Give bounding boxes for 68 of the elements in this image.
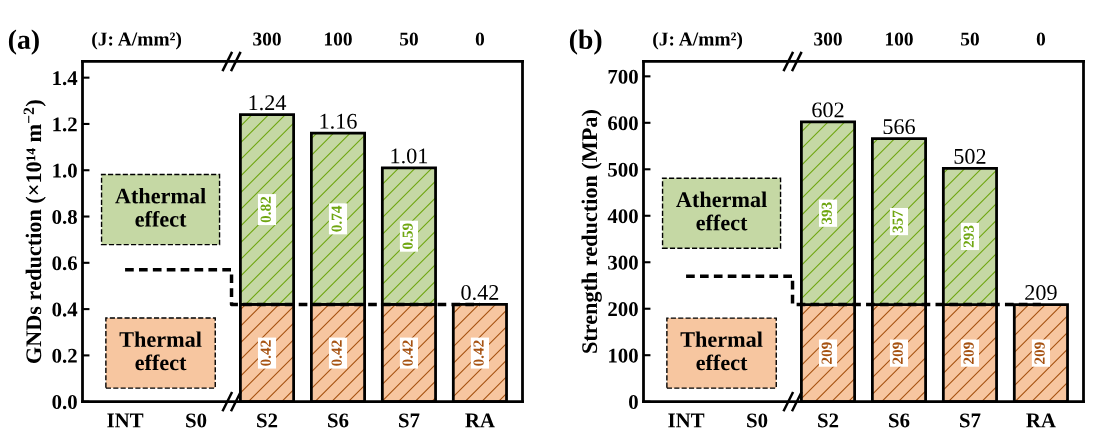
- data-label: 0.74: [331, 205, 342, 232]
- total-label: 502: [954, 148, 986, 164]
- total-label: 1.24: [249, 95, 287, 111]
- text: 100: [885, 32, 913, 46]
- x-tick-label: RA: [465, 413, 495, 428]
- data-label: 357: [892, 210, 903, 233]
- y-tick-label: 200: [608, 302, 638, 317]
- series-label: Thermal effect: [119, 331, 202, 371]
- data-label: 0.42: [402, 340, 413, 366]
- y-tick-label: 600: [608, 116, 638, 131]
- x-tick-label: INT: [668, 413, 705, 428]
- x-tick-label: S2: [818, 413, 839, 428]
- x-tick-label: S0: [747, 413, 768, 428]
- y-tick-label: 0.0: [52, 395, 77, 410]
- data-label: 209: [1034, 342, 1045, 364]
- y-axis-title: Strength reduction (MPa): [581, 110, 602, 353]
- series-label: Thermal effect: [680, 331, 763, 371]
- data-label: 0.42: [260, 340, 271, 366]
- total-label: 1.01: [391, 148, 428, 164]
- total-label: 602: [812, 102, 844, 118]
- y-tick-label: 300: [608, 255, 638, 270]
- series-label: Athermal effect: [676, 191, 767, 231]
- y-tick-label: 0.2: [52, 348, 77, 363]
- y-tick-label: 400: [607, 209, 638, 224]
- y-tick-label: 0.4: [52, 302, 78, 317]
- series-label: Athermal effect: [115, 187, 206, 227]
- x-tick-label: S6: [889, 413, 910, 428]
- text: 50: [400, 32, 418, 46]
- text: 100: [324, 32, 352, 46]
- total-label: 209: [1025, 285, 1057, 301]
- y-axis-title: GNDs reduction (×10¹⁴ m$^{−2}$): [23, 100, 46, 364]
- data-label: 209: [821, 342, 832, 364]
- data-label: 209: [892, 342, 903, 364]
- text: (J: A/mm²): [92, 31, 182, 50]
- data-label: 0.42: [331, 340, 342, 366]
- text: 300: [814, 32, 842, 46]
- y-tick-label: 0.6: [52, 256, 78, 271]
- x-tick-label: S7: [960, 413, 981, 428]
- total-label: 0.42: [461, 284, 499, 301]
- data-label: 209: [963, 342, 974, 364]
- x-tick-label: INT: [107, 413, 144, 428]
- y-tick-label: 1.0: [53, 163, 77, 178]
- total-label: 1.16: [320, 113, 357, 129]
- text: 50: [961, 32, 979, 46]
- data-label: 293: [963, 225, 974, 248]
- data-label: 0.59: [402, 223, 413, 249]
- data-label: 0.82: [260, 196, 271, 223]
- text: 0: [1036, 32, 1046, 46]
- y-tick-label: 0.8: [52, 209, 77, 225]
- y-tick-label: 700: [608, 69, 638, 84]
- chart-title: (a): [8, 29, 39, 55]
- x-tick-label: S7: [399, 413, 420, 428]
- data-label: 393: [821, 202, 832, 225]
- x-tick-label: RA: [1026, 413, 1056, 428]
- chart-title: (b): [569, 29, 602, 55]
- total-label: 566: [883, 119, 915, 135]
- data-label: 0.42: [473, 340, 484, 366]
- x-tick-label: S2: [257, 413, 278, 428]
- text: 300: [253, 32, 281, 46]
- text: (J: A/mm²): [653, 31, 743, 50]
- y-tick-label: 500: [608, 162, 638, 177]
- y-tick-label: 1.2: [53, 117, 77, 132]
- text: 0: [475, 32, 485, 46]
- x-tick-label: S6: [328, 413, 349, 428]
- x-tick-label: S0: [186, 413, 207, 428]
- y-tick-label: 1.4: [53, 71, 78, 86]
- y-tick-label: 0: [629, 395, 638, 410]
- y-tick-label: 100: [609, 348, 638, 363]
